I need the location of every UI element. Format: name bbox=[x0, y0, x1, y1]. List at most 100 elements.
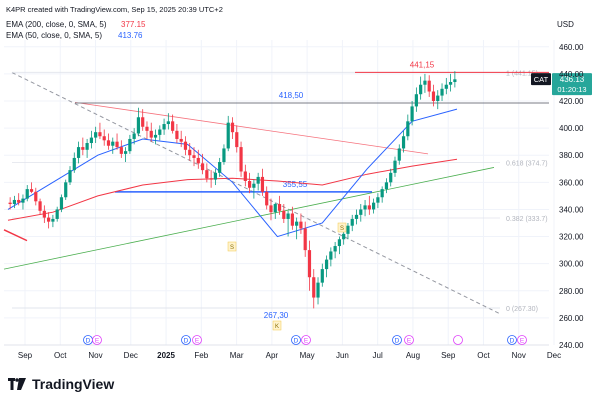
candle[interactable] bbox=[419, 76, 423, 100]
candle[interactable] bbox=[406, 114, 410, 141]
candle[interactable] bbox=[303, 221, 307, 257]
earnings-marker[interactable]: E bbox=[92, 335, 102, 345]
candle[interactable] bbox=[256, 172, 260, 191]
candle[interactable] bbox=[282, 204, 286, 223]
candle[interactable] bbox=[346, 223, 350, 240]
earnings-marker[interactable]: E bbox=[192, 335, 202, 345]
candle[interactable] bbox=[363, 199, 367, 217]
candle[interactable] bbox=[119, 140, 123, 158]
candle[interactable] bbox=[196, 149, 200, 169]
dividend-marker[interactable]: D bbox=[83, 335, 93, 345]
dividend-marker[interactable]: D bbox=[181, 335, 191, 345]
candle[interactable] bbox=[162, 118, 166, 135]
candle[interactable] bbox=[295, 217, 299, 240]
candle[interactable] bbox=[380, 186, 384, 203]
candle[interactable] bbox=[8, 197, 12, 210]
candle[interactable] bbox=[81, 137, 85, 156]
candle[interactable] bbox=[200, 153, 205, 175]
candle[interactable] bbox=[141, 109, 145, 131]
candle[interactable] bbox=[132, 128, 136, 145]
candle[interactable] bbox=[367, 195, 371, 215]
candle[interactable] bbox=[389, 168, 393, 187]
candle[interactable] bbox=[29, 182, 34, 194]
candle[interactable] bbox=[94, 126, 98, 144]
candle[interactable] bbox=[222, 144, 226, 165]
candle[interactable] bbox=[329, 247, 333, 267]
time-axis[interactable]: Sep Oct Nov Dec 2025 Feb Mar Apr May Jun Jul Aug Sep… bbox=[18, 351, 561, 360]
candle[interactable] bbox=[47, 212, 51, 229]
candle[interactable] bbox=[209, 170, 213, 188]
candle[interactable] bbox=[448, 73, 453, 92]
candle[interactable] bbox=[414, 87, 418, 112]
candle[interactable] bbox=[106, 133, 111, 150]
candle[interactable] bbox=[183, 136, 188, 156]
candle[interactable] bbox=[149, 122, 153, 142]
candle[interactable] bbox=[299, 213, 303, 234]
split-marker[interactable]: S bbox=[227, 241, 237, 252]
candle[interactable] bbox=[260, 168, 265, 196]
candle[interactable] bbox=[384, 178, 389, 194]
candle[interactable] bbox=[239, 141, 243, 177]
candle[interactable] bbox=[166, 113, 170, 130]
candle[interactable] bbox=[423, 73, 427, 93]
candle[interactable] bbox=[213, 168, 217, 186]
split-marker[interactable]: K bbox=[272, 320, 282, 331]
candle[interactable] bbox=[115, 133, 119, 150]
candle[interactable] bbox=[320, 263, 324, 287]
candle[interactable] bbox=[72, 152, 76, 173]
candle[interactable] bbox=[269, 198, 273, 221]
candle[interactable] bbox=[431, 84, 436, 107]
candle[interactable] bbox=[25, 185, 29, 202]
candle[interactable] bbox=[397, 144, 401, 165]
plot-area[interactable]: 1 (441.15) 0.618 (374.7) 0.382 (333.7) 0 (2… bbox=[3, 40, 592, 346]
candle[interactable] bbox=[273, 202, 277, 219]
candle[interactable] bbox=[359, 204, 363, 222]
candle[interactable] bbox=[393, 156, 397, 177]
candle[interactable] bbox=[55, 206, 59, 222]
upcoming-event-marker[interactable] bbox=[453, 335, 463, 345]
candle[interactable] bbox=[42, 205, 46, 223]
candle[interactable] bbox=[307, 240, 312, 291]
dividend-marker[interactable]: D bbox=[392, 335, 402, 345]
candle[interactable] bbox=[145, 121, 149, 139]
candle[interactable] bbox=[21, 194, 25, 210]
candle[interactable] bbox=[192, 147, 196, 167]
candle[interactable] bbox=[324, 255, 329, 278]
candle[interactable] bbox=[444, 77, 448, 95]
candle[interactable] bbox=[453, 71, 457, 88]
candle[interactable] bbox=[136, 107, 141, 137]
candle[interactable] bbox=[85, 138, 89, 158]
candle[interactable] bbox=[153, 129, 158, 145]
candle[interactable] bbox=[350, 214, 354, 232]
candle[interactable] bbox=[333, 241, 337, 259]
candle[interactable] bbox=[372, 198, 376, 214]
candle[interactable] bbox=[12, 195, 17, 209]
candle[interactable] bbox=[89, 130, 93, 149]
dividend-marker[interactable]: D bbox=[507, 335, 517, 345]
earnings-marker[interactable]: E bbox=[517, 335, 527, 345]
candle[interactable] bbox=[218, 157, 222, 177]
split-marker[interactable]: S bbox=[337, 222, 347, 233]
candle[interactable] bbox=[111, 137, 115, 154]
candle[interactable] bbox=[337, 236, 342, 255]
candle[interactable] bbox=[76, 141, 81, 164]
candle[interactable] bbox=[34, 187, 38, 206]
candle[interactable] bbox=[286, 210, 290, 237]
candle[interactable] bbox=[51, 214, 55, 228]
candle[interactable] bbox=[64, 179, 68, 200]
price-axis[interactable]: 460.00 440.00 420.00 400.00 380.00 360.00 340.… bbox=[559, 43, 584, 350]
candle[interactable] bbox=[59, 194, 64, 213]
candle[interactable] bbox=[235, 125, 239, 153]
candle[interactable] bbox=[290, 206, 294, 230]
candle[interactable] bbox=[128, 134, 132, 154]
candle[interactable] bbox=[123, 147, 128, 162]
candle[interactable] bbox=[277, 195, 282, 215]
candle[interactable] bbox=[401, 130, 406, 153]
candle[interactable] bbox=[410, 101, 414, 126]
candle[interactable] bbox=[316, 277, 320, 305]
candle[interactable] bbox=[243, 164, 247, 187]
candle[interactable] bbox=[354, 209, 359, 225]
dividend-marker[interactable]: D bbox=[291, 335, 301, 345]
candle[interactable] bbox=[205, 163, 209, 183]
candle[interactable] bbox=[17, 193, 21, 206]
